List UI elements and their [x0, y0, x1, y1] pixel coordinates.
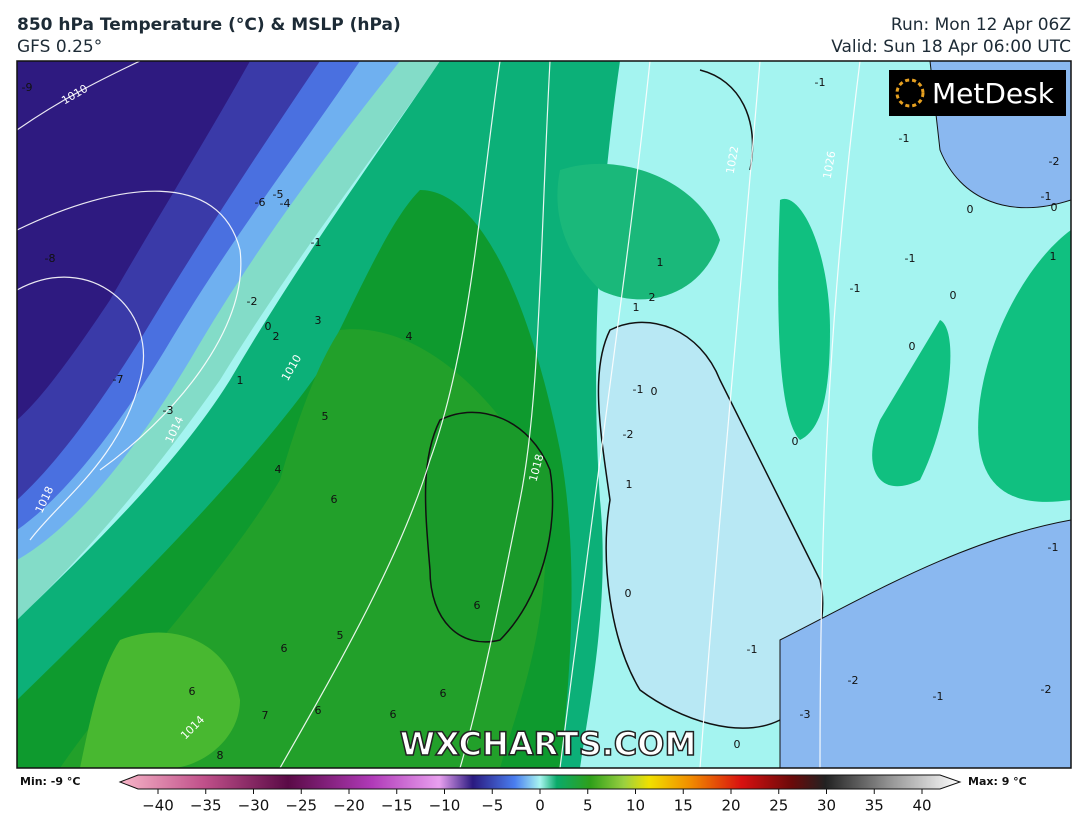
colorbar-tick-label: −30	[238, 797, 270, 815]
temperature-label: -1	[1048, 541, 1059, 554]
temperature-label: -1	[899, 132, 910, 145]
temperature-label: 5	[337, 629, 344, 642]
colorbar-tick-label: 20	[721, 797, 740, 815]
temperature-label: -5	[273, 188, 284, 201]
temperature-label: 0	[909, 340, 916, 353]
temperature-label: 4	[275, 463, 282, 476]
map-frame	[16, 60, 1072, 769]
colorbar-tick-label: 15	[674, 797, 693, 815]
temperature-label: -1	[815, 76, 826, 89]
colorbar	[118, 774, 962, 790]
temperature-label: 6	[331, 493, 338, 506]
colorbar-tick-label: 5	[583, 797, 593, 815]
temperature-label: 1	[657, 256, 664, 269]
colorbar-tick-label: −25	[285, 797, 317, 815]
temperature-label: 0	[950, 289, 957, 302]
temperature-label: -2	[247, 295, 258, 308]
colorbar-tick-label: −5	[481, 797, 503, 815]
min-label: Min: -9 °C	[20, 775, 80, 788]
temperature-label: 0	[792, 435, 799, 448]
temperature-label: -2	[1049, 155, 1060, 168]
title: 850 hPa Temperature (°C) & MSLP (hPa)	[17, 15, 401, 35]
temperature-label: 0	[265, 320, 272, 333]
temperature-label: -3	[163, 404, 174, 417]
colorbar-tick-label: −20	[333, 797, 365, 815]
logo-box	[889, 70, 1066, 116]
temperature-label: 3	[315, 314, 322, 327]
temperature-label: 6	[281, 642, 288, 655]
temperature-label: -1	[933, 690, 944, 703]
isobar-label: 1022	[724, 145, 742, 175]
valid-time: Valid: Sun 18 Apr 06:00 UTC	[831, 37, 1071, 57]
temperature-label: -2	[1041, 683, 1052, 696]
temperature-label: -2	[848, 674, 859, 687]
temperature-label: 1	[633, 301, 640, 314]
logo-icon	[895, 78, 925, 108]
temperature-label: -1	[311, 236, 322, 249]
temperature-label: -1	[747, 643, 758, 656]
colorbar-tick-label: −40	[142, 797, 174, 815]
temperature-label: 1	[626, 478, 633, 491]
temperature-label: -4	[280, 197, 291, 210]
max-label: Max: 9 °C	[968, 775, 1027, 788]
colorbar-tick-label: −15	[381, 797, 413, 815]
temperature-label: -1	[905, 252, 916, 265]
colorbar-tick-label: 40	[912, 797, 931, 815]
temperature-label: 6	[189, 685, 196, 698]
temperature-label: 2	[649, 291, 656, 304]
run-time: Run: Mon 12 Apr 06Z	[891, 15, 1071, 35]
temperature-label: 6	[390, 708, 397, 721]
temperature-label: 0	[967, 203, 974, 216]
temperature-label: 6	[440, 687, 447, 700]
temperature-label: 1	[1050, 250, 1057, 263]
temperature-label: -2	[623, 428, 634, 441]
colorbar-tick-label: 0	[535, 797, 545, 815]
subtitle: GFS 0.25°	[17, 37, 102, 57]
temperature-label: 2	[273, 330, 280, 343]
colorbar-ticks: −40 −35 −30 −25 −20 −15 −10 −5 0 5 10 15 20 25 30 35 40	[142, 789, 932, 815]
temperature-label: 7	[262, 709, 269, 722]
temperature-label: 4	[406, 330, 413, 343]
temperature-label: -1	[633, 383, 644, 396]
temperature-label: 6	[474, 599, 481, 612]
watermark: WXCHARTS.COM	[400, 725, 697, 763]
colorbar-tick-label: 25	[769, 797, 788, 815]
temperature-label: 1	[237, 374, 244, 387]
temperature-label: -9	[22, 81, 33, 94]
colorbar-tick-label: 30	[817, 797, 836, 815]
temperature-label: 0	[651, 385, 658, 398]
temperature-label: 6	[315, 704, 322, 717]
temperature-label: 5	[322, 410, 329, 423]
map	[17, 61, 1071, 768]
temperature-label: 0	[734, 738, 741, 751]
temperature-label: -8	[45, 252, 56, 265]
colorbar-tick-label: −35	[190, 797, 222, 815]
temperature-label: -3	[800, 708, 811, 721]
temperature-label: -6	[255, 196, 266, 209]
temperature-label: -1	[1041, 190, 1052, 203]
temperature-label: -1	[850, 282, 861, 295]
isobar-label: 1026	[821, 150, 839, 180]
temperature-label: 8	[217, 749, 224, 762]
colorbar-tick-label: 35	[865, 797, 884, 815]
temperature-label: 0	[1051, 201, 1058, 214]
colorbar-tick-label: 10	[626, 797, 645, 815]
temperature-label: 0	[625, 587, 632, 600]
colorbar-tick-label: −10	[429, 797, 461, 815]
temperature-label: -7	[113, 373, 124, 386]
logo: MetDesk	[932, 77, 1055, 110]
